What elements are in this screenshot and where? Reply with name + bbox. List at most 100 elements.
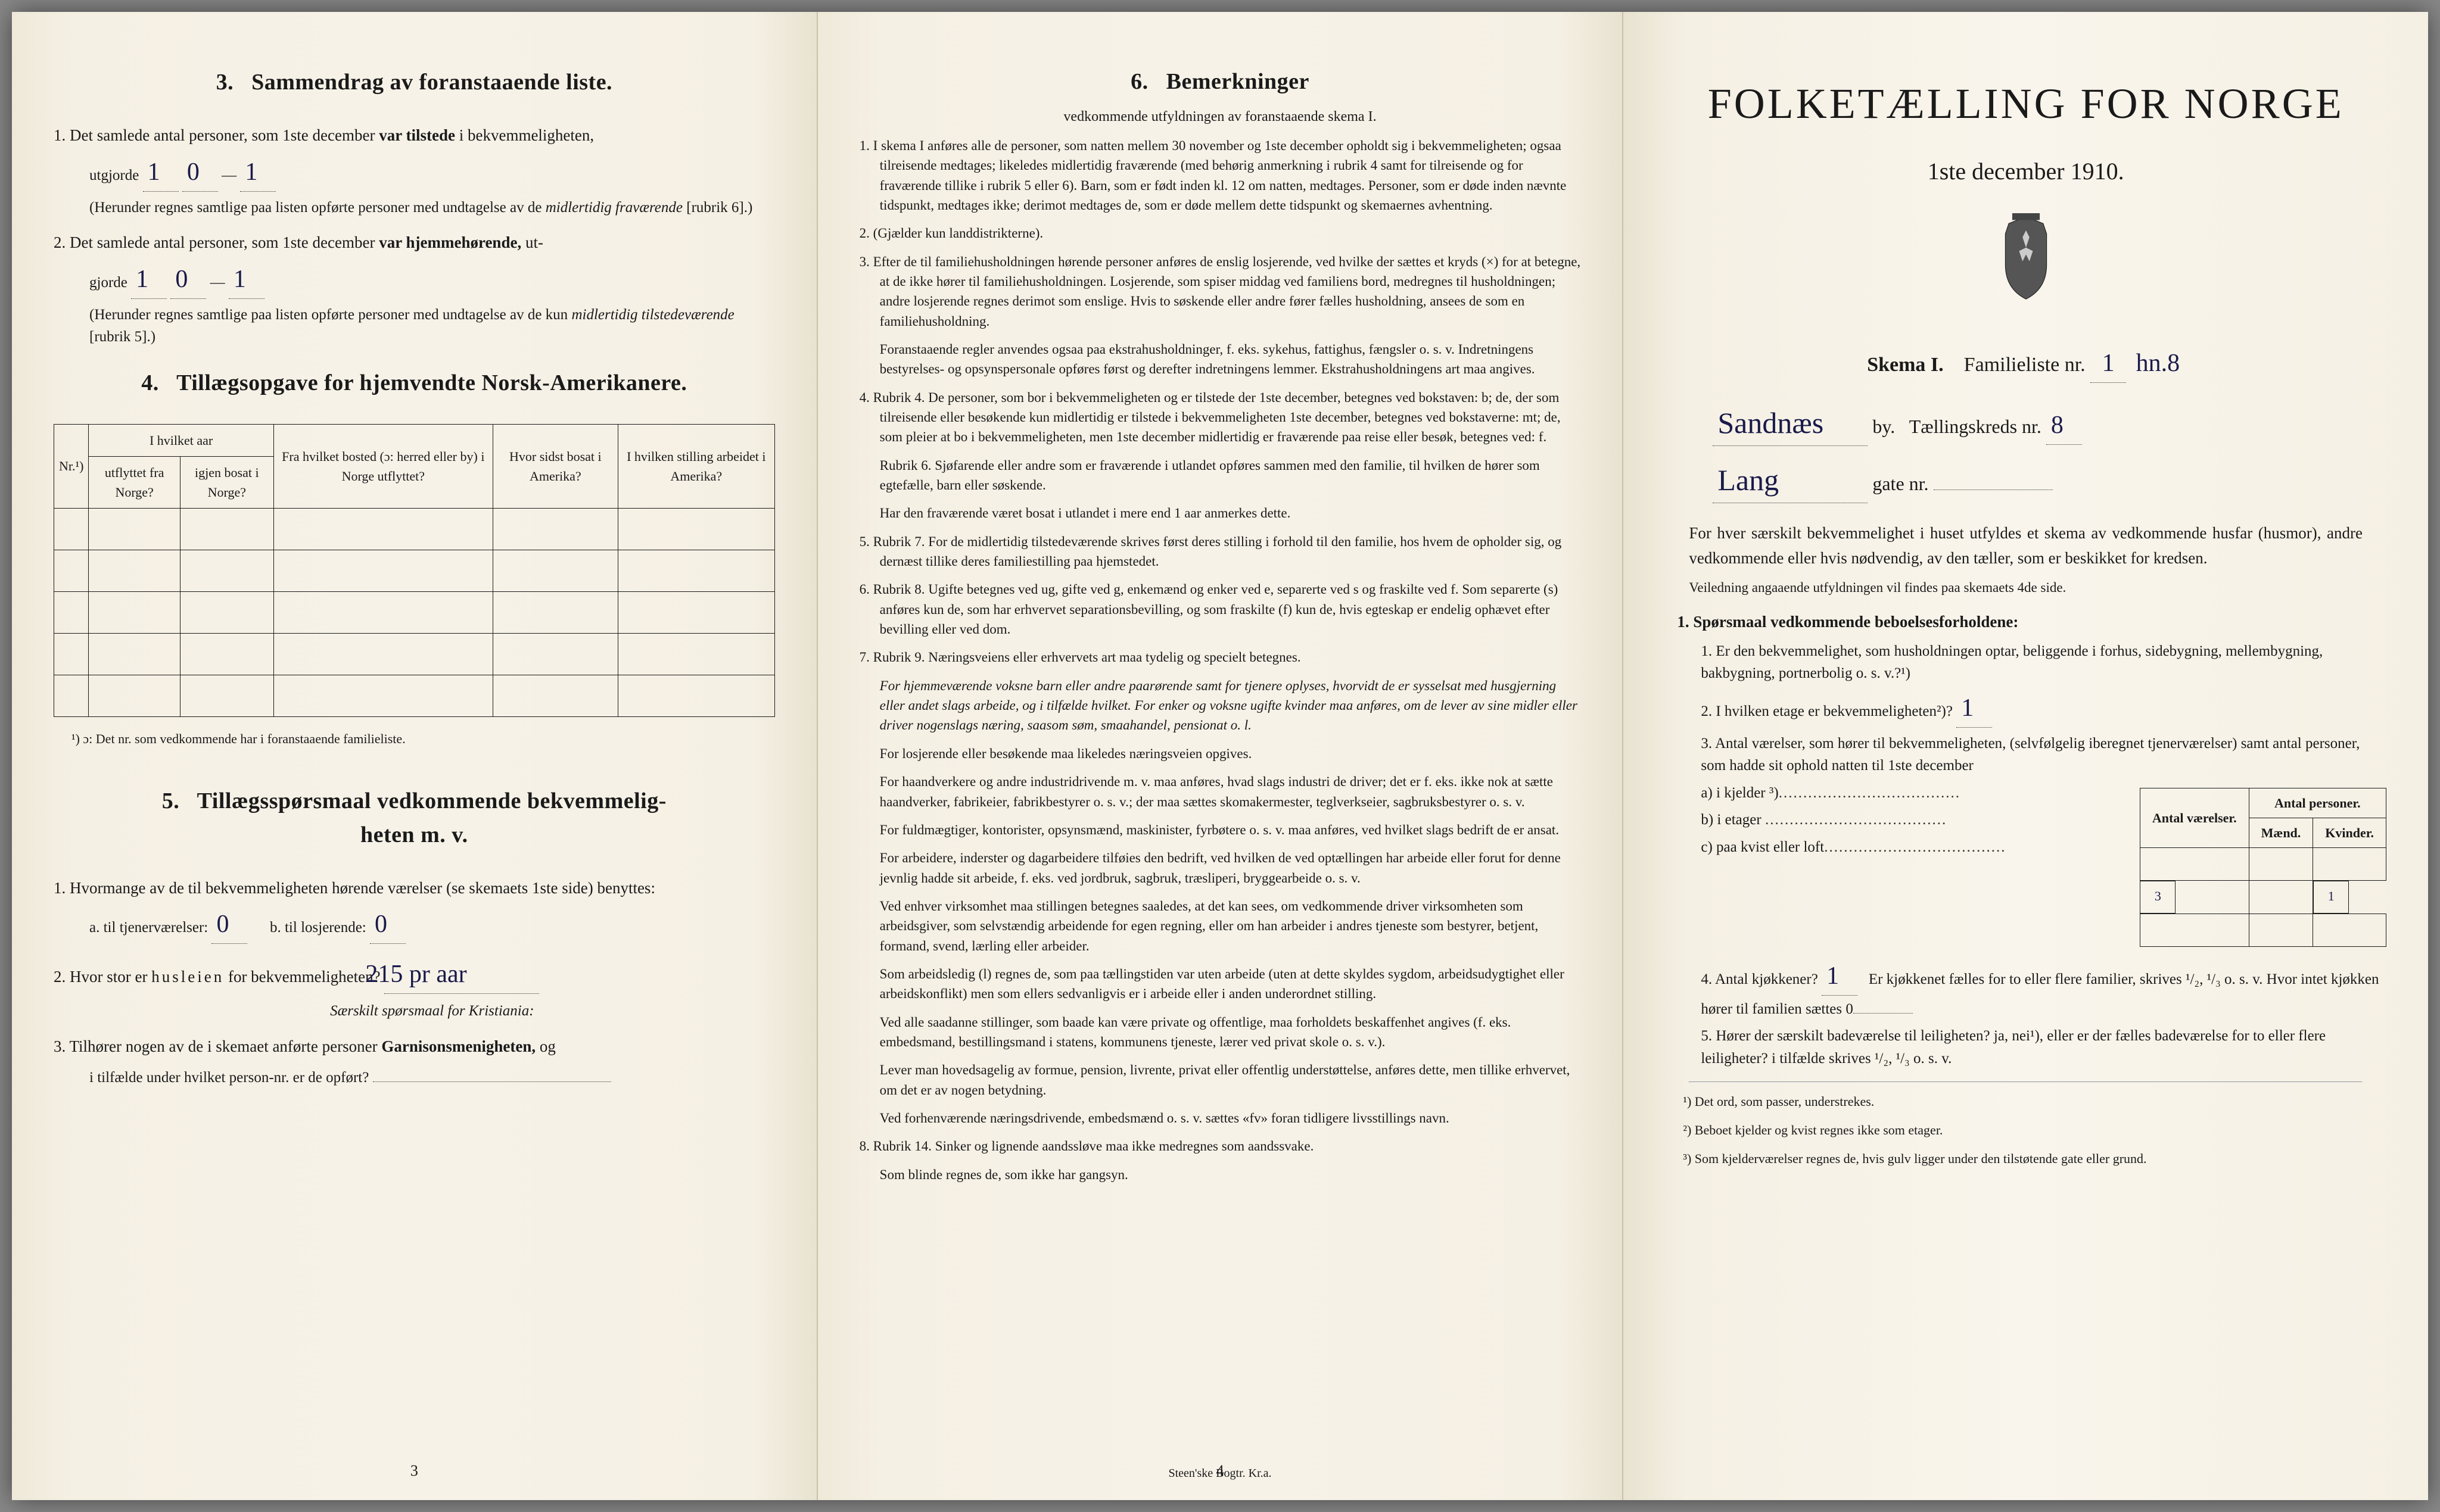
tjener-val: 0 (211, 906, 247, 944)
s5-item-1: 1. Hvormange av de til bekvemmeligheten … (54, 876, 775, 900)
bem-7b: For losjerende eller besøkende maa likel… (860, 744, 1581, 763)
footnote-3: ³) Som kjelderværelser regnes de, hvis g… (1683, 1149, 2386, 1168)
printer-credit: Steen'ske Bogtr. Kr.a. (1168, 1465, 1271, 1482)
bem-5: 5. Rubrik 7. For de midlertidig tilstede… (860, 532, 1581, 572)
intro-para: For hver særskilt bekvemmelighet i huset… (1689, 521, 2363, 571)
bem-2: 2. (Gjælder kun landdistrikterne). (860, 223, 1581, 243)
hjemme-val-a: 1 (131, 261, 167, 299)
section-3-title: Sammendrag av foranstaaende liste. (251, 70, 612, 95)
etager-kvinder: 1 (2313, 881, 2349, 914)
th-igjen: igjen bosat i Norge? (180, 456, 273, 508)
s5-item-2: 2. Hvor stor er husleien for bekvemmelig… (54, 956, 775, 994)
husleie-val: 215 pr aar (384, 956, 539, 994)
coat-of-arms-icon (1665, 213, 2386, 309)
table-row (54, 550, 775, 591)
bem-4c: Har den fraværende været bosat i utlande… (860, 503, 1581, 523)
intro-note: Veiledning angaaende utfyldningen vil fi… (1689, 577, 2363, 598)
q1-heading: 1. Spørsmaal vedkommende beboelsesforhol… (1665, 610, 2386, 634)
tkreds-nr: 8 (2046, 407, 2082, 445)
q1-1: 1. Er den bekvemmelighet, som husholdnin… (1701, 640, 2386, 685)
by-line: Sandnæs by. Tællingskreds nr. 8 (1665, 401, 2386, 446)
etager-vaerelser: 3 (2140, 881, 2176, 914)
hn-val: hn.8 (2131, 345, 2185, 382)
tilstede-val-a: 1 (143, 154, 179, 192)
census-date: 1ste december 1910. (1665, 154, 2386, 189)
s3-item-2-note: (Herunder regnes samtlige paa listen opf… (89, 304, 775, 348)
footnote-2: ²) Beboet kjelder og kvist regnes ikke s… (1683, 1120, 2386, 1140)
s4-footnote: ¹) ɔ: Det nr. som vedkommende har i fora… (71, 729, 775, 749)
page-3: 3. Sammendrag av foranstaaende liste. 1.… (12, 12, 818, 1500)
bem-7j: Ved forhenværende næringsdrivende, embed… (860, 1108, 1581, 1128)
skema-line: Skema I. Familieliste nr. 1 hn.8 (1665, 345, 2386, 383)
kjokkener-val: 1 (1822, 958, 1857, 996)
th-bosted: Fra hvilket bosted (ɔ: herred eller by) … (273, 424, 493, 508)
bem-6: 6. Rubrik 8. Ugifte betegnes ved ug, gif… (860, 579, 1581, 639)
bem-7g: Som arbeidsledig (l) regnes de, som paa … (860, 964, 1581, 1004)
bem-7f: Ved enhver virksomhet maa stillingen bet… (860, 896, 1581, 956)
row-etager: 3 1 (2140, 880, 2386, 914)
bem-7c: For haandverkere og andre industridriven… (860, 772, 1581, 812)
q1-4: 4. Antal kjøkkener? 1 Er kjøkkenet fælle… (1701, 958, 2386, 1021)
q1-3: 3. Antal værelser, som hører til bekvemm… (1701, 732, 2386, 777)
section-5-title-l2: heten m. v. (360, 822, 468, 847)
etage-val: 1 (1956, 690, 1992, 728)
th-kvinder: Kvinder. (2313, 818, 2386, 847)
tilstede-val-b: 0 (182, 154, 218, 192)
losjer-val: 0 (370, 906, 406, 944)
table-row (54, 675, 775, 716)
page-number-3: 3 (410, 1459, 418, 1482)
norsk-amerikanere-table: Nr.¹) I hvilket aar Fra hvilket bosted (… (54, 424, 775, 717)
bem-3: 3. Efter de til familiehusholdningen hør… (860, 252, 1581, 331)
section-5-num: 5. (162, 788, 180, 813)
bem-8b: Som blinde regnes de, som ikke har gangs… (860, 1165, 1581, 1184)
th-stilling: I hvilken stilling arbeidet i Amerika? (618, 424, 774, 508)
by-name: Sandnæs (1713, 401, 1868, 446)
page-4: 6. Bemerkninger vedkommende utfyldningen… (818, 12, 1624, 1500)
section-4-num: 4. (141, 370, 159, 395)
bem-7i: Lever man hovedsagelig av formue, pensio… (860, 1060, 1581, 1100)
hjemme-val-c: 1 (229, 261, 264, 299)
q1-5: 5. Hører der særskilt badeværelse til le… (1701, 1025, 2386, 1070)
s3-item-1: 1. Det samlede antal personer, som 1ste … (54, 123, 775, 148)
page-1-cover: FOLKETÆLLING FOR NORGE 1ste december 191… (1623, 12, 2428, 1500)
bem-7: 7. Rubrik 9. Næringsveiens eller erhverv… (860, 647, 1581, 667)
section-3-heading: 3. Sammendrag av foranstaaende liste. (54, 66, 775, 99)
section-6-title: Bemerkninger (1166, 69, 1309, 94)
q1-2: 2. I hvilken etage er bekvemmeligheten²)… (1701, 690, 2386, 728)
s3-item-1-note: (Herunder regnes samtlige paa listen opf… (89, 197, 775, 219)
footnote-1: ¹) Det ord, som passer, understrekes. (1683, 1092, 2386, 1111)
s3-item-2-gjorde: gjorde 1 0 — 1 (89, 261, 775, 299)
th-antal-vaerelser: Antal værelser. (2140, 788, 2249, 847)
antall-table: Antal værelser. Antal personer. Mænd. Kv… (2140, 788, 2386, 947)
bem-7d: For fuldmægtiger, kontorister, opsynsmæn… (860, 820, 1581, 840)
bem-3b: Foranstaaende regler anvendes ogsaa paa … (860, 339, 1581, 379)
section-5-title-l1: Tillægsspørsmaal vedkommende bekvemmelig… (197, 788, 667, 813)
gate-line: Lang gate nr. (1665, 458, 2386, 503)
kristiania-note: Særskilt spørsmaal for Kristiania: (89, 1000, 775, 1022)
section-4-heading: 4. Tillægsopgave for hjemvendte Norsk-Am… (54, 366, 775, 400)
th-sidst: Hvor sidst bosat i Amerika? (493, 424, 618, 508)
s5-item-1-ab: a. til tjenerværelser: 0 b. til losjeren… (89, 906, 775, 944)
th-antal-personer: Antal personer. (2249, 788, 2386, 818)
bem-4b: Rubrik 6. Sjøfarende eller andre som er … (860, 456, 1581, 495)
table-row (54, 591, 775, 633)
row-kvist (2140, 914, 2386, 946)
bem-4: 4. Rubrik 4. De personer, som bor i bekv… (860, 388, 1581, 447)
section-6-subtitle: vedkommende utfyldningen av foranstaaend… (860, 107, 1581, 127)
th-utflyttet: utflyttet fra Norge? (89, 456, 180, 508)
section-4-title: Tillægsopgave for hjemvendte Norsk-Ameri… (176, 370, 687, 395)
bem-7a: For hjemmeværende voksne barn eller andr… (860, 676, 1581, 735)
th-hvilket-aar: I hvilket aar (89, 424, 273, 456)
bem-7h: Ved alle saadanne stillinger, som baade … (860, 1012, 1581, 1052)
s3-item-1-utgjorde: utgjorde 1 0 — 1 (89, 154, 775, 192)
gate-name: Lang (1713, 458, 1868, 503)
s5-item-3-l2: i tilfælde under hvilket person-nr. er d… (89, 1064, 775, 1089)
section-6-num: 6. (1131, 69, 1149, 94)
section-3-num: 3. (216, 70, 234, 95)
document-spread: 3. Sammendrag av foranstaaende liste. 1.… (12, 12, 2428, 1500)
section-6-heading: 6. Bemerkninger (860, 66, 1581, 98)
s3-item-2: 2. Det samlede antal personer, som 1ste … (54, 230, 775, 255)
table-row (54, 633, 775, 675)
familieliste-nr: 1 (2090, 345, 2126, 383)
census-title: FOLKETÆLLING FOR NORGE (1665, 71, 2386, 136)
